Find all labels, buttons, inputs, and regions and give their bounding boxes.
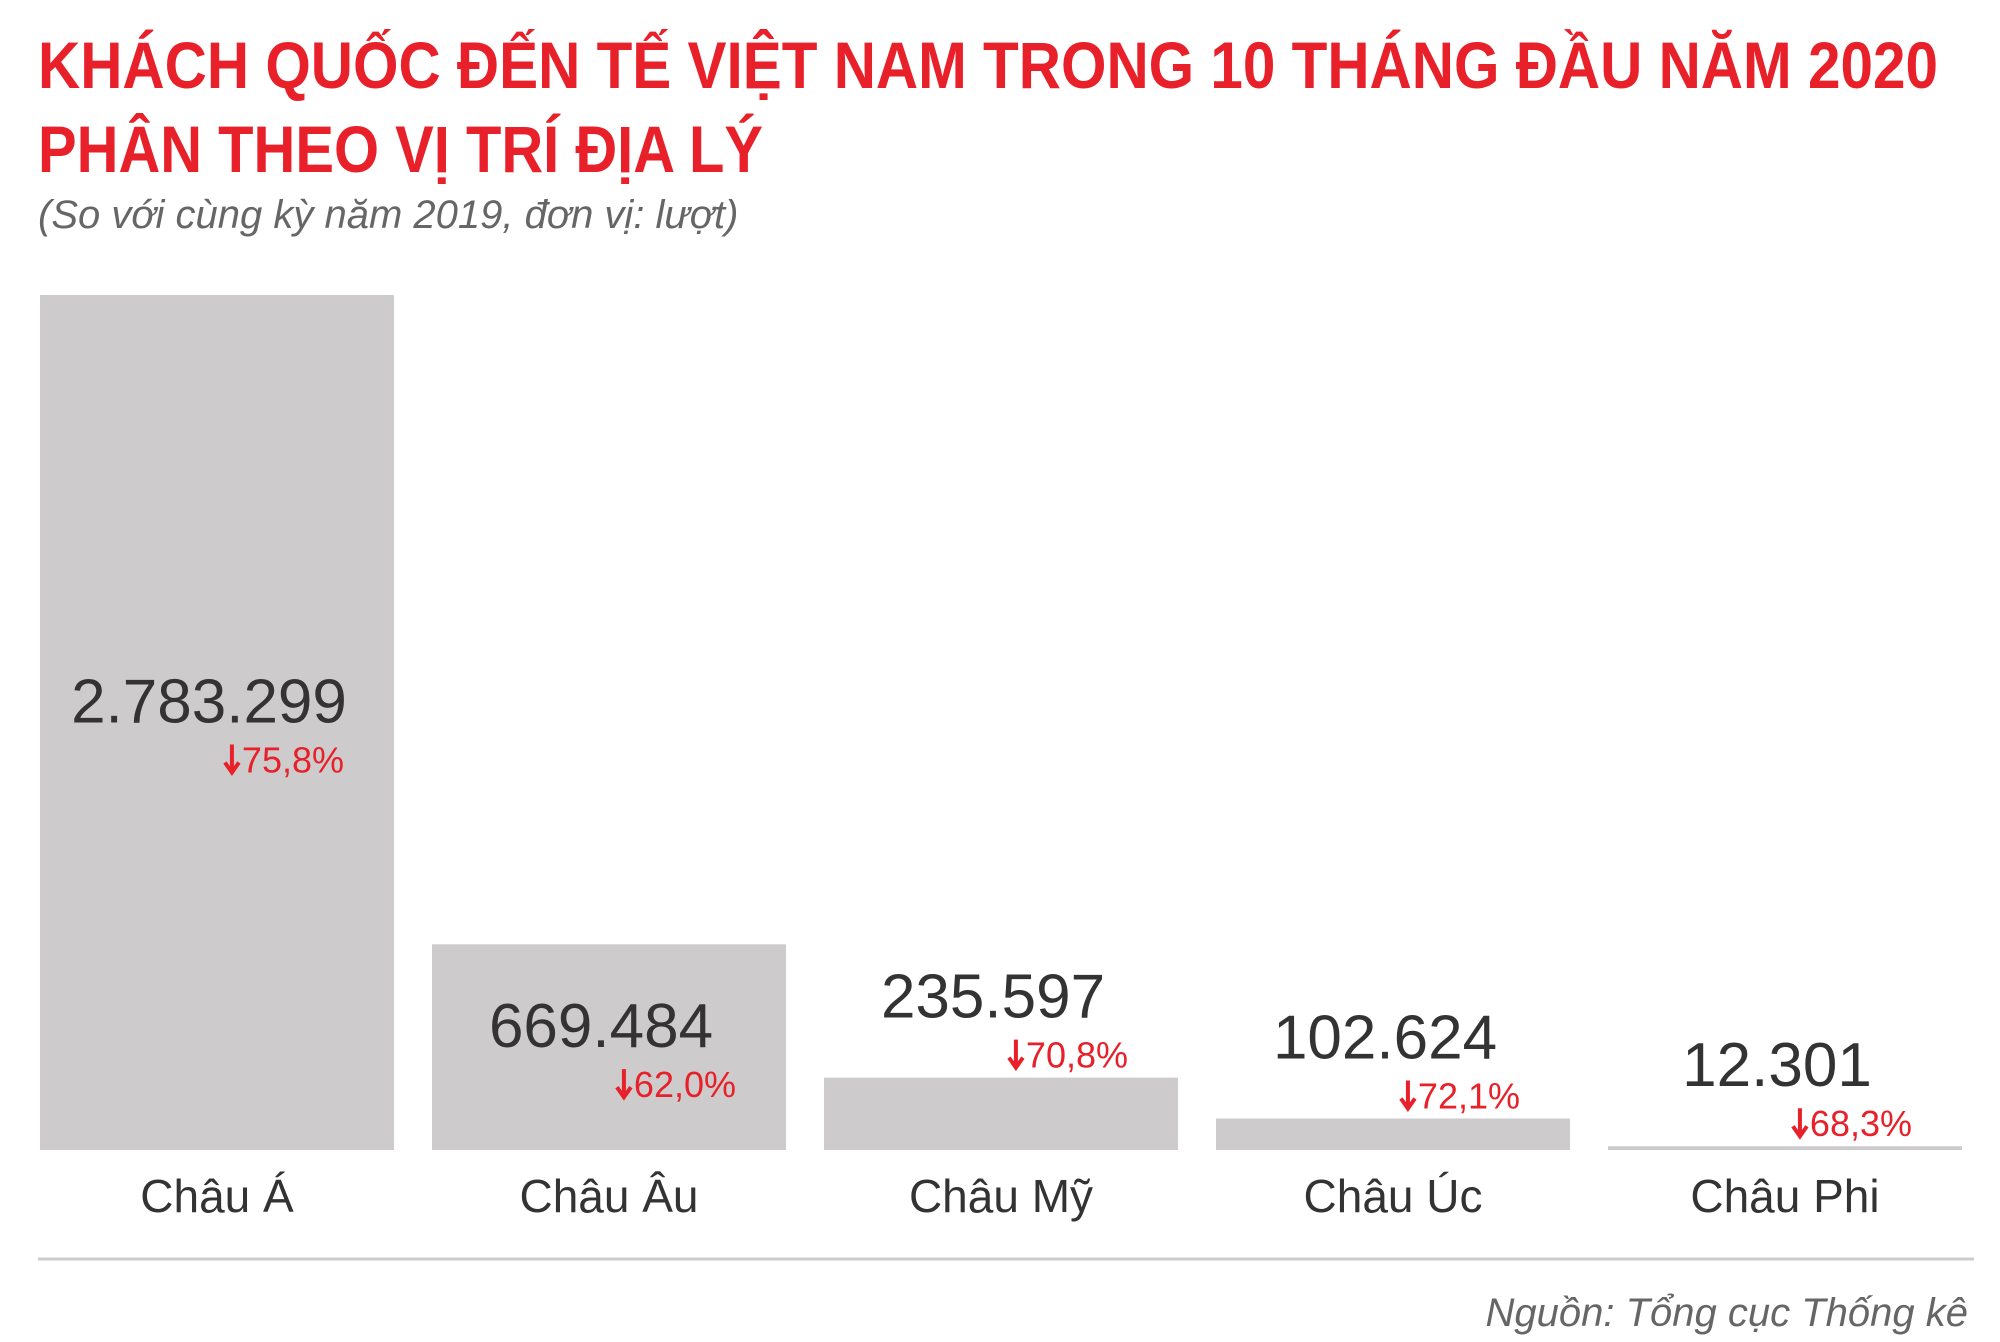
- change-label: 62,0%: [634, 1064, 736, 1105]
- bar: [824, 1077, 1178, 1150]
- change-label: 68,3%: [1810, 1103, 1912, 1144]
- category-label: Châu Úc: [1304, 1170, 1483, 1222]
- change-label: 75,8%: [242, 740, 344, 781]
- chart-title: KHÁCH QUỐC ĐẾN TẾ VIỆT NAM TRONG 10 THÁN…: [38, 28, 1938, 102]
- change-arrow: [1791, 1108, 1809, 1140]
- category-label: Châu Á: [140, 1170, 294, 1222]
- value-label: 669.484: [489, 992, 713, 1061]
- change-arrow: [1007, 1039, 1025, 1072]
- change-label: 70,8%: [1026, 1035, 1128, 1076]
- change-arrow: [1399, 1080, 1417, 1112]
- category-label: Châu Âu: [519, 1170, 698, 1222]
- change-arrow: [615, 1069, 633, 1101]
- source: Nguồn: Tổng cục Thống kê: [1485, 1291, 1968, 1335]
- category-label: Châu Phi: [1690, 1170, 1879, 1222]
- value-label: 102.624: [1273, 1003, 1497, 1072]
- bar: [1216, 1118, 1570, 1150]
- value-label: 2.783.299: [71, 668, 347, 737]
- bar: [432, 944, 786, 1150]
- bar: [1608, 1146, 1962, 1150]
- change-label: 72,1%: [1418, 1075, 1520, 1116]
- change-arrow: [223, 744, 241, 776]
- bar: [40, 295, 394, 1150]
- value-label: 12.301: [1682, 1031, 1872, 1100]
- chart-subtitle: (So với cùng kỳ năm 2019, đơn vị: lượt): [38, 193, 738, 237]
- value-label: 235.597: [881, 963, 1105, 1032]
- chart-title: PHÂN THEO VỊ TRÍ ĐỊA LÝ: [38, 112, 763, 186]
- category-label: Châu Mỹ: [909, 1170, 1093, 1222]
